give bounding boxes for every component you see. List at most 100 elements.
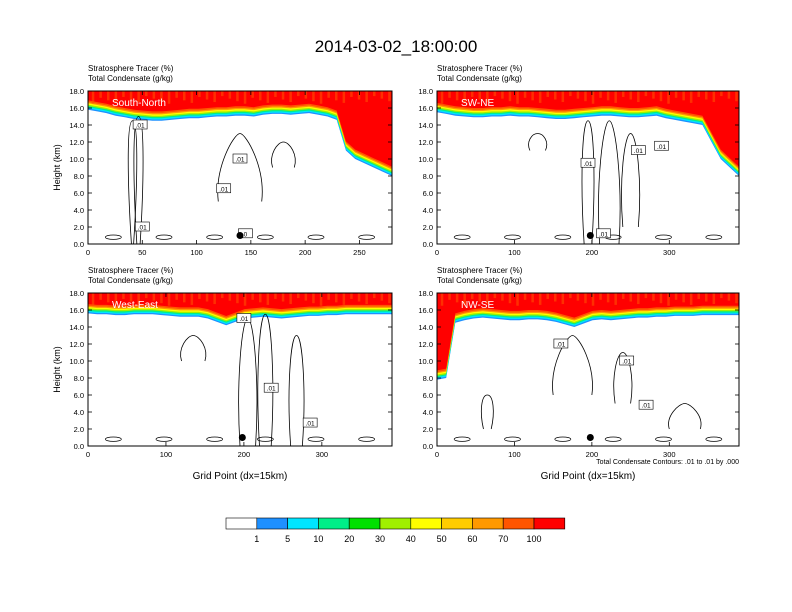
condensate-contour: [217, 133, 263, 202]
tracer-streak: [637, 91, 640, 103]
tracer-streak: [228, 91, 232, 99]
tracer-streak: [697, 91, 700, 97]
tracer-streak: [266, 293, 270, 305]
tracer-streak: [190, 91, 194, 103]
tracer-streak: [644, 91, 648, 97]
contour-label: .01: [239, 316, 248, 323]
panels: Stratosphere Tracer (%)Total Condensate …: [52, 64, 740, 482]
tracer-streak: [342, 91, 346, 103]
panel-nw-se: Stratosphere Tracer (%)Total Condensate …: [418, 266, 740, 482]
tracer-streak: [644, 293, 648, 299]
panel-subtitle-tracer: Stratosphere Tracer (%): [88, 64, 174, 73]
panel-west-east: Stratosphere Tracer (%)Total Condensate …: [52, 266, 393, 482]
y-tick-label: 6.0: [423, 391, 433, 400]
tracer-streak: [470, 293, 474, 299]
contour-label-box: [302, 417, 318, 428]
tracer-streak: [183, 91, 186, 101]
colorbar-swatch: [379, 517, 412, 530]
tracer-streak: [327, 91, 330, 98]
contour-footnote: Total Condensate Contours: .01 to .01 by…: [596, 459, 739, 466]
tracer-streak: [99, 91, 102, 98]
tracer-streak: [727, 293, 731, 301]
tracer-streak: [478, 91, 482, 100]
y-tick-label: 8.0: [74, 374, 84, 383]
condensate-contour-low: [155, 234, 173, 240]
colorbar-tick-label: 50: [437, 534, 447, 544]
contour-label-box: [232, 153, 248, 164]
tracer-streak: [297, 293, 300, 299]
contour-label: .01: [267, 386, 276, 393]
condensate-contour: [180, 335, 207, 362]
panel-subtitle-condensate: Total Condensate (g/kg): [88, 74, 173, 83]
tracer-streak: [380, 91, 384, 99]
contour-label: .01: [556, 342, 565, 349]
figure-title: 2014-03-02_18:00:00: [315, 37, 478, 56]
tracer-streak: [516, 293, 519, 306]
tracer-streak: [289, 91, 292, 103]
tracer-streak: [236, 293, 239, 304]
x-tick-label: 200: [586, 450, 599, 459]
contour-label-box: [596, 228, 611, 239]
tracer-streak: [175, 91, 178, 98]
tracer-streak: [91, 293, 95, 306]
location-marker: [586, 434, 594, 441]
condensate-contour: [552, 335, 593, 396]
tracer-streak: [455, 91, 459, 101]
tracer-streak: [667, 91, 670, 104]
condensate-contour-low: [256, 436, 274, 442]
panel-subtitle-condensate: Total Condensate (g/kg): [437, 276, 522, 285]
tracer-band-7: [88, 293, 392, 316]
tracer-streak: [350, 293, 353, 299]
condensate-contour: [598, 120, 621, 244]
y-tick-label: 0.0: [74, 240, 84, 249]
tracer-streak: [448, 293, 451, 300]
panel-subtitle-condensate: Total Condensate (g/kg): [437, 74, 522, 83]
tracer-streak: [584, 91, 587, 102]
tracer-streak: [342, 293, 346, 305]
tracer-streak: [259, 91, 262, 101]
colorbar-tick-label: 30: [375, 534, 385, 544]
tracer-band-5: [437, 91, 739, 170]
colorbar-swatch: [502, 517, 535, 530]
tracer-streak: [297, 91, 300, 97]
y-tick-label: 4.0: [74, 206, 84, 215]
tracer-streak: [531, 293, 534, 303]
tracer-streak: [659, 91, 663, 102]
condensate-contour: [668, 403, 702, 430]
y-tick-label: 2.0: [74, 425, 84, 434]
tracer-streak: [152, 91, 156, 99]
y-tick-label: 10.0: [418, 155, 433, 164]
condensate-contour-low: [604, 436, 622, 442]
location-marker: [236, 232, 244, 239]
panel-subtitle-tracer: Stratosphere Tracer (%): [437, 266, 523, 275]
tracer-streak: [365, 91, 368, 103]
y-tick-label: 6.0: [74, 391, 84, 400]
tracer-streak: [319, 293, 323, 306]
condensate-contour-low: [307, 234, 325, 240]
x-tick-label: 100: [160, 450, 173, 459]
tracer-streak: [621, 91, 625, 97]
tracer-streak: [274, 91, 277, 97]
condensate-contour-low: [256, 234, 274, 240]
tracer-streak: [705, 91, 708, 100]
tracer-streak: [523, 91, 527, 98]
tracer-streak: [259, 293, 262, 303]
contour-label-box: [553, 338, 569, 349]
x-tick-label: 200: [299, 248, 312, 257]
tracer-streak: [304, 293, 308, 301]
colorbar-swatch: [256, 517, 288, 530]
tracer-streak: [205, 293, 209, 302]
y-tick-label: 12.0: [69, 340, 84, 349]
tracer-streak: [304, 91, 308, 99]
colorbar-tick-label: 20: [344, 534, 354, 544]
tracer-streak: [448, 91, 451, 98]
tracer-streak: [388, 91, 391, 102]
tracer-streak: [463, 293, 466, 305]
tracer-streak: [289, 293, 292, 305]
condensate-contour: [613, 352, 633, 404]
tracer-streak: [501, 293, 504, 301]
x-tick-label: 100: [508, 248, 521, 257]
x-tick-label: 100: [508, 450, 521, 459]
tracer-streak: [251, 91, 254, 98]
contour-label-box: [631, 145, 646, 155]
